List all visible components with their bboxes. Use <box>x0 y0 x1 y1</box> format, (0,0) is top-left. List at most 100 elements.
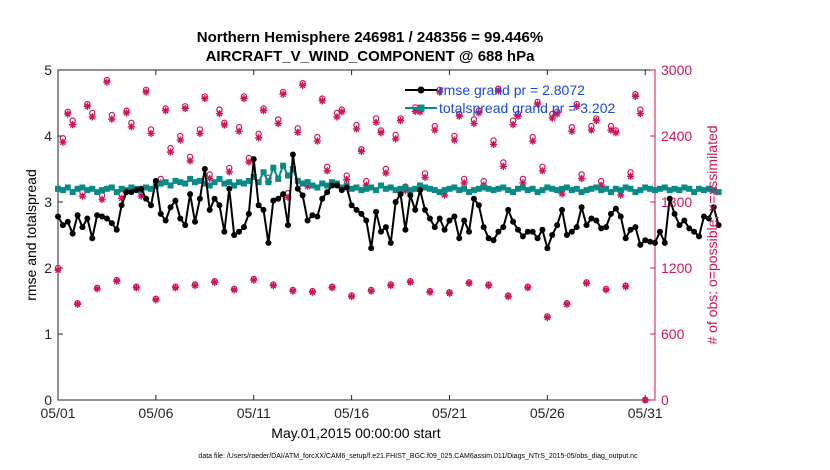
totalspread-point <box>461 185 468 192</box>
totalspread-point <box>676 187 683 194</box>
rmse-point <box>270 197 277 204</box>
obs-assimilated-marker <box>357 147 365 155</box>
rmse-point <box>304 217 311 224</box>
totalspread-point <box>94 189 101 196</box>
obs-assimilated-marker <box>201 95 209 103</box>
totalspread-point <box>519 184 526 191</box>
obs-assimilated-marker <box>196 129 204 137</box>
obs-assimilated-marker <box>436 88 444 96</box>
obs-assimilated-marker <box>582 279 591 287</box>
totalspread-point <box>250 173 257 180</box>
rmse-point <box>265 239 272 246</box>
totalspread-point <box>182 180 189 187</box>
rmse-point <box>280 191 287 198</box>
obs-assimilated-marker <box>132 284 140 292</box>
totalspread-point <box>612 185 619 192</box>
rmse-point <box>598 225 605 232</box>
rmse-point <box>627 226 634 233</box>
data-file-footnote: data file: /Users/raeder/DAI/ATM_forcXX/… <box>198 453 638 460</box>
obs-assimilated-marker <box>103 78 111 86</box>
rmse-point <box>353 206 360 213</box>
obs-assimilated-marker <box>343 176 351 184</box>
rmse-line <box>57 154 720 252</box>
obs-assimilated-marker <box>348 293 356 301</box>
totalspread-point <box>544 184 551 191</box>
totalspread-point <box>686 185 693 192</box>
rmse-point <box>696 233 703 240</box>
obs-assimilated-marker <box>328 284 336 292</box>
y-right-tick-label: 600 <box>661 326 685 342</box>
y-right-tick-label: 2400 <box>661 128 692 144</box>
totalspread-point <box>74 185 81 192</box>
totalspread-point <box>652 187 658 194</box>
rmse-point <box>681 217 688 224</box>
rmse-point <box>255 202 262 209</box>
totalspread-point <box>299 180 306 187</box>
rmse-point <box>128 189 135 196</box>
x-axis-label: May.01,2015 00:00:00 start <box>271 425 441 441</box>
totalspread-point <box>387 184 394 191</box>
rmse-point <box>167 204 174 211</box>
rmse-point <box>377 228 384 235</box>
rmse-point <box>676 222 683 229</box>
totalspread-point <box>505 187 512 194</box>
rmse-series <box>55 151 722 252</box>
rmse-point <box>637 241 644 248</box>
totalspread-point <box>715 189 722 196</box>
rmse-point <box>559 206 566 213</box>
rmse-point <box>358 210 365 217</box>
obs-assimilated-marker <box>142 88 150 96</box>
totalspread-point <box>280 162 287 169</box>
rmse-point <box>392 199 399 205</box>
totalspread-point <box>289 166 296 172</box>
y-axis-right-label: # of obs: o=possible; ×=assimilated <box>704 125 720 344</box>
obs-assimilated-marker <box>235 127 243 135</box>
obs-assimilated-marker <box>313 137 321 145</box>
obs-assimilated-marker <box>250 276 258 284</box>
obs-assimilated-marker <box>171 284 180 292</box>
rmse-point <box>368 245 375 252</box>
totalspread-point <box>69 189 76 196</box>
rmse-point <box>157 210 164 217</box>
rmse-point <box>691 228 698 235</box>
totalspread-point <box>392 187 399 194</box>
rmse-point <box>417 187 424 194</box>
obs-assimilated-marker <box>470 119 478 128</box>
obs-assimilated-marker <box>489 140 498 148</box>
totalspread-point <box>422 184 429 191</box>
obs-assimilated-marker <box>445 289 454 297</box>
rmse-point <box>89 235 96 242</box>
rmse-point <box>319 195 326 202</box>
rmse-point <box>152 177 159 184</box>
x-tick-label: 05/26 <box>530 405 565 421</box>
rmse-point <box>343 184 350 191</box>
obs-assimilated-marker <box>176 136 184 144</box>
obs-assimilated-marker <box>563 300 571 308</box>
obs-assimilated-marker <box>245 158 253 166</box>
rmse-point <box>549 232 556 238</box>
chart-title-line-2: AIRCRAFT_V_WIND_COMPONENT @ 688 hPa <box>206 48 536 65</box>
obs-assimilated-marker <box>289 287 297 295</box>
rmse-point <box>299 192 306 199</box>
totalspread-point <box>598 187 605 194</box>
totalspread-point <box>407 187 414 194</box>
totalspread-point <box>500 184 507 191</box>
rmse-point <box>84 215 91 222</box>
x-axis: 05/01 05/06 05/11 05/16 05/21 05/26 05/31 <box>40 70 663 421</box>
rmse-point <box>647 238 654 245</box>
rmse-point <box>578 204 585 211</box>
totalspread-point <box>666 187 673 194</box>
rmse-point <box>192 218 199 225</box>
rmse-point <box>573 224 580 231</box>
obs-assimilated-marker <box>54 266 62 274</box>
rmse-point <box>402 226 409 233</box>
rmse-point <box>407 192 414 199</box>
totalspread-point <box>221 180 228 187</box>
totalspread-point <box>108 184 115 191</box>
obs-assimilated-marker <box>514 112 522 120</box>
obs-assimilated-marker <box>83 102 91 110</box>
legend-spread-marker <box>417 104 425 112</box>
totalspread-point <box>260 169 267 176</box>
totalspread-point <box>245 177 252 184</box>
